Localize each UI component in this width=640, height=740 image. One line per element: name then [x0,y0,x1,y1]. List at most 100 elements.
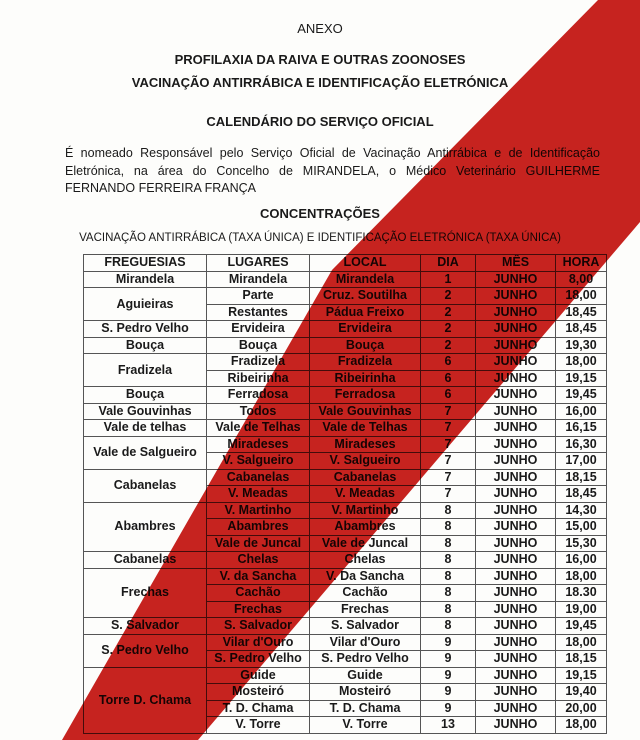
cell-dia: 7 [420,402,476,420]
cell-local: Vale Gouvinhas [309,402,421,420]
cell-local: S. Salvador [309,617,421,635]
cell-mes: JUNHO [475,650,556,668]
cell-lugar: Ribeirinha [206,369,310,387]
cell-lugar: S. Salvador [206,617,310,635]
cell-lugar: Mosteiró [206,683,310,701]
cell-lugar: Vale de Juncal [206,534,310,552]
cell-dia: 7 [420,419,476,437]
cell-mes: JUNHO [475,683,556,701]
cell-hora: 18,15 [555,650,607,668]
cell-dia: 6 [420,386,476,404]
cell-local: Miradeses [309,435,421,453]
cell-mes: JUNHO [475,435,556,453]
cell-dia: 8 [420,551,476,569]
cell-mes: JUNHO [475,386,556,404]
cell-hora: 18,00 [555,353,607,371]
cell-mes: JUNHO [475,468,556,486]
cell-local: Vilar d'Ouro [309,633,421,651]
col-hora: HORA [555,254,607,272]
cell-hora: 18,00 [555,633,607,651]
cell-local: Vale de Juncal [309,534,421,552]
cell-mes: JUNHO [475,369,556,387]
cell-mes: JUNHO [475,353,556,371]
cell-lugar: Bouça [206,336,310,354]
cell-freguesia: Cabanelas [83,468,207,503]
table-caption: VACINAÇÃO ANTIRRÁBICA (TAXA ÚNICA) E IDE… [79,232,561,244]
cell-lugar: T. D. Chama [206,699,310,717]
col-dia: DIA [420,254,476,272]
col-local: LOCAL [309,254,421,272]
cell-hora: 18,00 [555,567,607,585]
cell-hora: 16,00 [555,402,607,420]
cell-local: T. D. Chama [309,699,421,717]
cell-lugar: Frechas [206,600,310,618]
cell-hora: 18,45 [555,303,607,321]
cell-freguesia: Vale de Salgueiro [83,435,207,470]
cell-lugar: Chelas [206,551,310,569]
cell-dia: 1 [420,270,476,288]
cell-lugar: Cachão [206,584,310,602]
cell-freguesia: Aguieiras [83,287,207,321]
cell-local: Ervideira [309,320,421,338]
cell-dia: 8 [420,501,476,519]
col-mes: MÊS [475,254,556,272]
cell-dia: 2 [420,287,476,305]
cell-freguesia: S. Pedro Velho [83,320,207,338]
cell-dia: 2 [420,320,476,338]
cell-lugar: V. Martinho [206,501,310,519]
cell-freguesia: Fradizela [83,353,207,387]
cell-lugar: Mirandela [206,270,310,288]
cell-dia: 9 [420,666,476,684]
cell-lugar: Restantes [206,303,310,321]
cell-dia: 8 [420,534,476,552]
cell-lugar: Vale de Telhas [206,419,310,437]
cell-local: Vale de Telhas [309,419,421,437]
cell-dia: 8 [420,584,476,602]
cell-lugar: Miradeses [206,435,310,453]
cell-local: V. Salgueiro [309,452,421,470]
cell-dia: 9 [420,683,476,701]
cell-hora: 18,15 [555,468,607,486]
cell-local: Ferradosa [309,386,421,404]
cell-lugar: Ervideira [206,320,310,338]
cell-dia: 8 [420,600,476,618]
cell-local: S. Pedro Velho [309,650,421,668]
cell-dia: 2 [420,336,476,354]
cell-hora: 16,00 [555,551,607,569]
table-row: S. Salvador S. Salvador S. Salvador 8 JUNHO 1… [83,617,607,635]
cell-dia: 7 [420,452,476,470]
cell-mes: JUNHO [475,485,556,503]
cell-local: V. Martinho [309,501,421,519]
table-row: Vale de Salgueiro Miradeses Miradeses 7 JUNH… [83,435,607,470]
cell-local: Cachão [309,584,421,602]
cell-freguesia: Mirandela [83,270,207,288]
cell-local: Abambres [309,518,421,536]
cell-mes: JUNHO [475,336,556,354]
cell-mes: JUNHO [475,452,556,470]
cell-local: Pádua Freixo [309,303,421,321]
cell-lugar: Todos [206,402,310,420]
cell-hora: 18,00 [555,287,607,305]
cell-hora: 16,15 [555,419,607,437]
schedule-table: FREGUESIAS LUGARES LOCAL DIA MÊS HORA Mi… [83,254,607,734]
cell-hora: 19,00 [555,600,607,618]
cell-hora: 14,30 [555,501,607,519]
table-row: Vale de telhas Vale de Telhas Vale de Telh… [83,419,607,437]
table-row: Frechas V. da Sancha V. Da Sancha 8 JUNHO 18,… [83,567,607,618]
cell-local: Fradizela [309,353,421,371]
cell-local: V. Da Sancha [309,567,421,585]
table-row: Cabanelas Chelas Chelas 8 JUNHO 16,00 [83,551,607,569]
cell-lugar: V. Salgueiro [206,452,310,470]
cell-lugar: Cabanelas [206,468,310,486]
cell-mes: JUNHO [475,633,556,651]
cell-lugar: V. Meadas [206,485,310,503]
cell-freguesia: Torre D. Chama [83,666,207,734]
cell-freguesia: Vale de telhas [83,419,207,437]
cell-freguesia: Abambres [83,501,207,552]
cell-mes: JUNHO [475,666,556,684]
cell-hora: 18,00 [555,716,607,734]
cell-dia: 8 [420,617,476,635]
cell-freguesia: S. Salvador [83,617,207,635]
cell-dia: 9 [420,633,476,651]
cell-mes: JUNHO [475,320,556,338]
